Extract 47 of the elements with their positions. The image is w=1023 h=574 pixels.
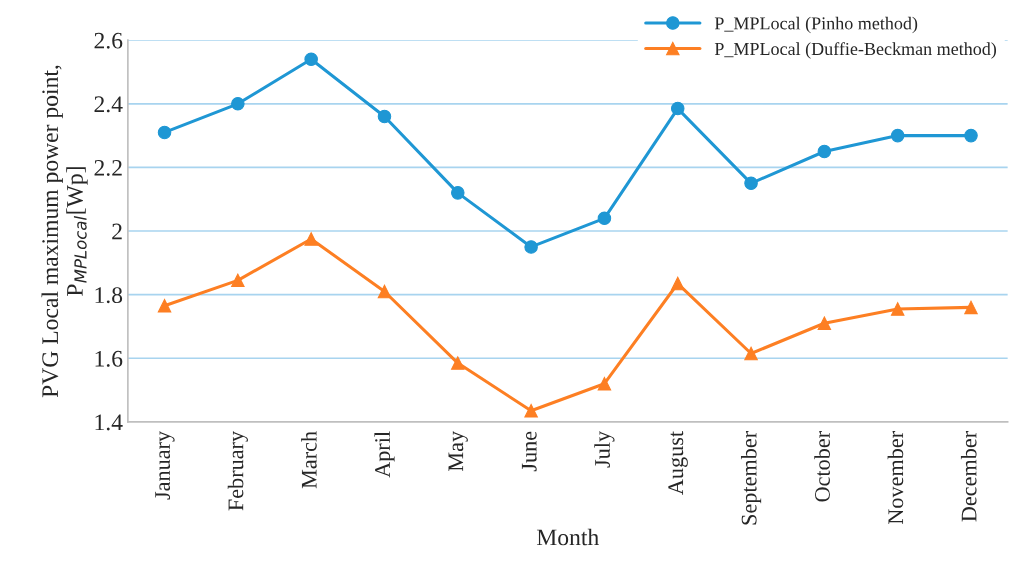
y-tick-label: 1.8 [95,287,123,304]
x-tick-label: April [374,431,395,478]
point [524,403,538,418]
legend-label: P_MPLocal (Pinho method) [714,16,918,34]
point [377,109,392,124]
point [744,346,758,361]
point [451,356,465,370]
x-tick-label: May [448,431,468,472]
point [817,144,832,159]
y-tick-label: 1.4 [95,414,123,431]
point [231,97,245,111]
point [524,240,538,254]
point [890,128,905,143]
x-tick-label: September [740,431,762,525]
point [964,128,978,143]
x-tick-label: November [887,431,904,525]
point [744,176,758,191]
point [304,232,318,246]
point [817,316,832,331]
point [304,52,318,67]
point [231,273,245,288]
point [157,125,172,140]
point [964,300,978,315]
x-tick-label: July [594,431,615,468]
y-tick-label: 2.6 [94,32,123,49]
x-tick-label: August [668,431,688,495]
x-tick-label: June [521,431,537,472]
x-axis-title: Month [536,528,599,546]
point [670,101,685,116]
y-tick-label: 2.4 [94,96,123,113]
point [670,276,685,291]
x-tick-label: February [227,431,248,511]
y-tick-label: 1.6 [95,350,123,367]
x-tick-label: December [960,431,977,522]
point [890,302,905,316]
y-axis-title: PVG Local maximum power point, P$_{MPLocal}$[Wp] [41,65,88,398]
y-tick-label: 2.2 [94,159,122,176]
x-tick-label: October [814,431,830,502]
x-tick-label: January [155,431,175,500]
point [597,211,612,226]
point [451,186,465,200]
x-tick-label: March [301,431,317,489]
point [157,299,172,313]
legend-label: P_MPLocal (Duffie-Beckman method) [714,42,997,59]
point [377,284,392,299]
y-tick-label: 2 [112,223,122,240]
point [597,376,612,391]
